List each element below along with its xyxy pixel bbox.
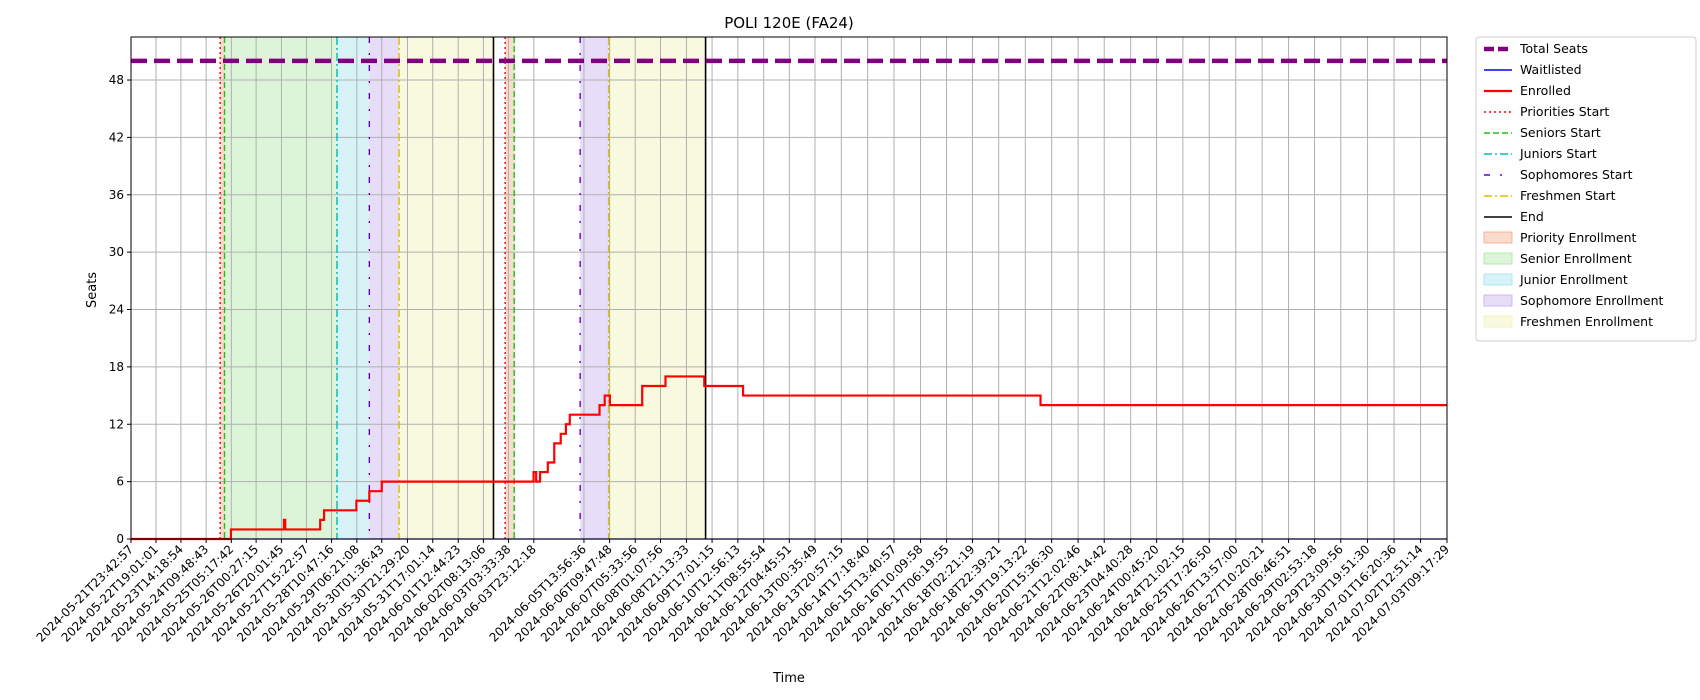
legend-label-seniors-start: Seniors Start bbox=[1520, 125, 1601, 140]
y-tick-label: 6 bbox=[116, 475, 124, 489]
legend-swatch-junior-enrollment bbox=[1483, 273, 1513, 286]
legend-label-end: End bbox=[1520, 209, 1544, 224]
legend-label-freshmen-start: Freshmen Start bbox=[1520, 188, 1616, 203]
phase-markers bbox=[219, 37, 707, 539]
legend-label-senior-enrollment: Senior Enrollment bbox=[1520, 251, 1632, 266]
period-band-priority-enrollment bbox=[220, 37, 225, 539]
legend-label-waitlisted: Waitlisted bbox=[1520, 62, 1582, 77]
period-band-freshmen-enrollment bbox=[608, 37, 706, 539]
legend-label-junior-enrollment: Junior Enrollment bbox=[1519, 272, 1628, 287]
y-tick-label: 18 bbox=[109, 360, 124, 374]
y-axis: 0 6 12 18 24 30 36 42 48 bbox=[109, 73, 131, 546]
legend-frame bbox=[1475, 36, 1697, 342]
y-tick-label: 36 bbox=[109, 188, 124, 202]
y-tick-label: 12 bbox=[109, 417, 124, 431]
legend-label-total-seats: Total Seats bbox=[1519, 41, 1588, 56]
legend-swatch-sophomore-enrollment bbox=[1483, 294, 1513, 307]
period-band-sophomore-enrollment bbox=[580, 37, 609, 539]
legend-swatch-freshmen-enrollment bbox=[1483, 315, 1513, 328]
legend-label-sophomores-start: Sophomores Start bbox=[1520, 167, 1633, 182]
period-band-priority-enrollment bbox=[505, 37, 515, 539]
period-band-senior-enrollment bbox=[224, 37, 337, 539]
legend-label-enrolled: Enrolled bbox=[1520, 83, 1571, 98]
period-band-sophomore-enrollment bbox=[369, 37, 400, 539]
legend-label-priorities-start: Priorities Start bbox=[1520, 104, 1609, 119]
legend-label-sophomore-enrollment: Sophomore Enrollment bbox=[1520, 293, 1664, 308]
chart-title: POLI 120E (FA24) bbox=[724, 14, 854, 32]
y-tick-label: 30 bbox=[109, 245, 124, 259]
y-tick-label: 0 bbox=[116, 532, 124, 546]
legend-label-juniors-start: Juniors Start bbox=[1519, 146, 1597, 161]
legend-swatch-senior-enrollment bbox=[1483, 252, 1513, 265]
x-axis-label: Time bbox=[772, 671, 805, 686]
y-axis-label: Seats bbox=[85, 272, 100, 308]
grid bbox=[130, 37, 1448, 540]
y-tick-label: 24 bbox=[109, 303, 124, 317]
period-band-freshmen-enrollment bbox=[399, 37, 494, 539]
series-enrolled bbox=[131, 375, 1447, 541]
period-band-senior-enrollment bbox=[514, 37, 516, 539]
legend-label-freshmen-enrollment: Freshmen Enrollment bbox=[1520, 314, 1653, 329]
legend: Total Seats Waitlisted Enrolled Priorities … bbox=[1475, 36, 1697, 342]
enrollment-periods bbox=[220, 37, 706, 539]
legend-label-priority-enrollment: Priority Enrollment bbox=[1520, 230, 1637, 245]
period-band-junior-enrollment bbox=[336, 37, 370, 539]
y-tick-label: 42 bbox=[109, 130, 124, 144]
legend-swatch-priority-enrollment bbox=[1483, 231, 1513, 244]
y-tick-label: 48 bbox=[109, 73, 124, 87]
